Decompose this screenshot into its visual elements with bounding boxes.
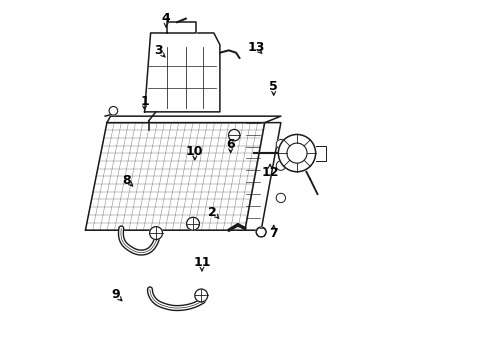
Text: 7: 7	[270, 227, 278, 240]
Circle shape	[149, 226, 163, 239]
Text: 8: 8	[122, 174, 131, 186]
Text: 3: 3	[155, 44, 163, 57]
Circle shape	[195, 289, 208, 302]
Polygon shape	[145, 33, 220, 112]
Circle shape	[109, 107, 118, 115]
Text: 9: 9	[112, 288, 120, 301]
Circle shape	[187, 217, 199, 230]
Circle shape	[276, 139, 286, 149]
Text: 10: 10	[186, 145, 203, 158]
Text: 2: 2	[208, 206, 217, 219]
Circle shape	[228, 130, 240, 141]
Polygon shape	[167, 22, 196, 33]
Circle shape	[256, 227, 266, 237]
Polygon shape	[245, 123, 281, 230]
Text: 5: 5	[270, 80, 278, 93]
Polygon shape	[85, 123, 265, 230]
Text: 12: 12	[261, 166, 279, 179]
Circle shape	[278, 134, 316, 172]
Circle shape	[276, 193, 286, 203]
Text: 13: 13	[247, 41, 265, 54]
Text: 11: 11	[193, 256, 211, 269]
Circle shape	[287, 143, 307, 163]
Text: 1: 1	[140, 95, 149, 108]
Circle shape	[276, 161, 286, 170]
Polygon shape	[107, 116, 281, 123]
Text: 4: 4	[162, 12, 171, 25]
Text: 6: 6	[226, 138, 235, 150]
